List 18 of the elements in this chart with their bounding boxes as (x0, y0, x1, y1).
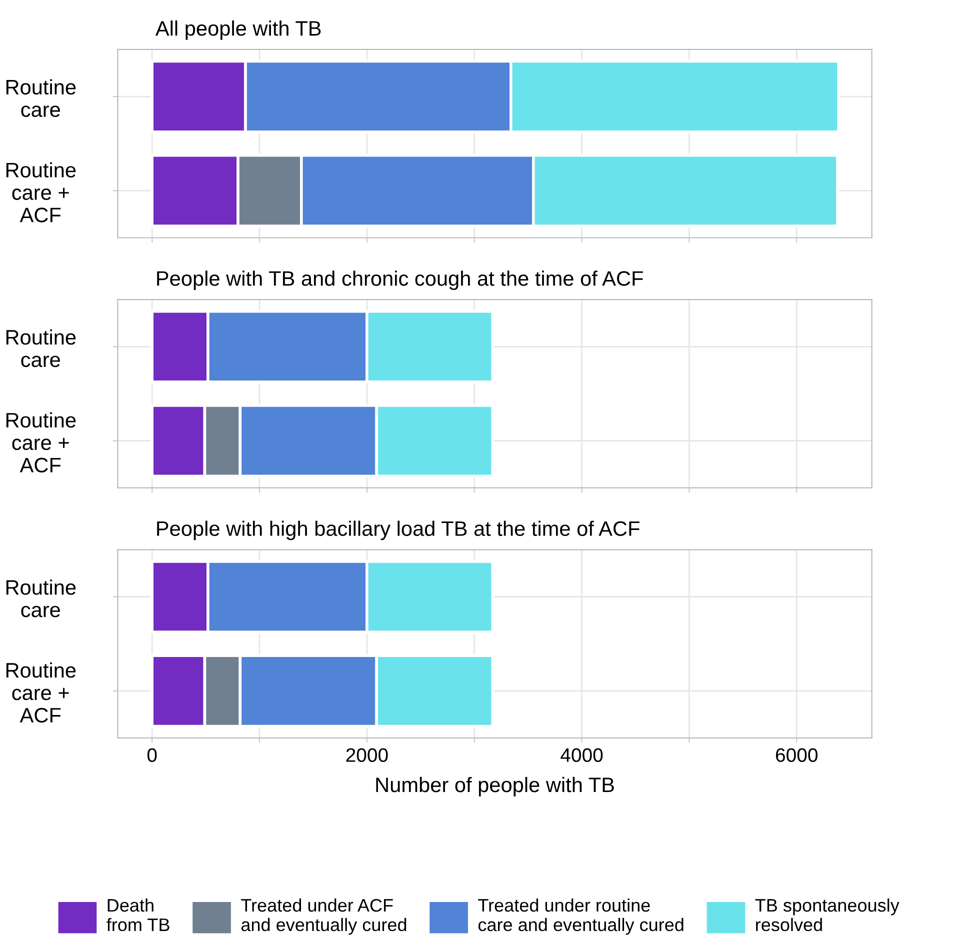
legend-label: Treated under routine care and eventually cured (478, 898, 684, 935)
y-tick-label: Routine care (6, 579, 76, 618)
y-tick-label: Routine care + ACF (6, 162, 76, 222)
x-tick-label: 4000 (560, 748, 603, 762)
y-tick-label: Routine care (6, 329, 76, 368)
y-tick-label: Routine care + ACF (6, 412, 76, 472)
chart-title: All people with TB (155, 20, 321, 40)
legend-label: Death from TB (106, 898, 170, 932)
y-tick-label: Routine care + ACF (6, 662, 76, 723)
chart-title: People with high bacillary load TB at the time of ACF (157, 520, 640, 540)
x-axis-title: Number of people with TB (376, 776, 614, 796)
legend-label: Treated under ACF and eventually cured (241, 898, 406, 935)
y-tick-label: Routine care (6, 79, 76, 118)
chart-title: People with TB and chronic cough at the time of ACF (157, 270, 643, 290)
x-tick-label: 2000 (346, 748, 388, 762)
x-tick-label: 6000 (776, 748, 818, 762)
legend-label: TB spontaneously resolved (755, 898, 900, 932)
x-tick-label: 0 (147, 748, 157, 762)
